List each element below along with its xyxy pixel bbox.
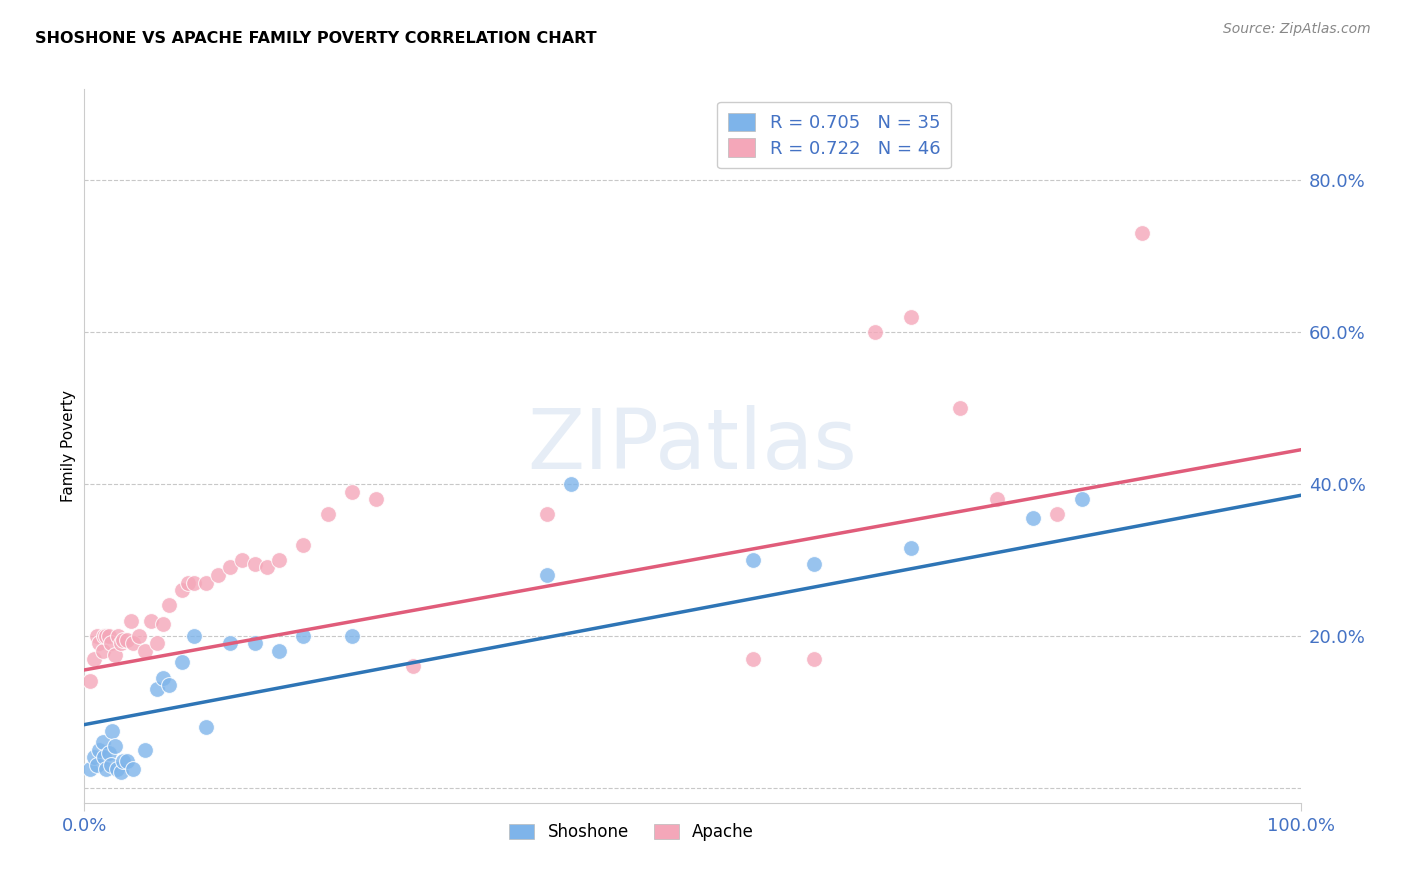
Point xyxy=(863,325,886,339)
Point xyxy=(292,629,315,643)
Point xyxy=(194,720,218,734)
Point xyxy=(146,636,169,650)
Point xyxy=(97,747,120,761)
Legend: Shoshone, Apache: Shoshone, Apache xyxy=(502,817,761,848)
Point xyxy=(159,678,181,692)
Point xyxy=(122,636,145,650)
Point xyxy=(219,560,242,574)
Point xyxy=(900,310,922,324)
Point xyxy=(96,629,118,643)
Point xyxy=(267,553,290,567)
Point xyxy=(340,629,363,643)
Point xyxy=(159,599,181,613)
Point xyxy=(183,629,205,643)
Point xyxy=(107,629,129,643)
Point xyxy=(146,681,169,696)
Point xyxy=(128,629,150,643)
Point xyxy=(96,762,118,776)
Point xyxy=(207,568,229,582)
Point xyxy=(366,492,388,507)
Point xyxy=(536,568,558,582)
Point xyxy=(243,557,266,571)
Point xyxy=(104,648,127,662)
Point xyxy=(93,629,115,643)
Point xyxy=(134,742,156,756)
Text: Source: ZipAtlas.com: Source: ZipAtlas.com xyxy=(1223,22,1371,37)
Point xyxy=(292,538,315,552)
Point xyxy=(170,656,193,670)
Point xyxy=(141,614,163,628)
Point xyxy=(742,553,765,567)
Point xyxy=(79,762,101,776)
Y-axis label: Family Poverty: Family Poverty xyxy=(60,390,76,502)
Point xyxy=(115,632,138,647)
Point xyxy=(1132,227,1154,241)
Point xyxy=(256,560,278,574)
Point xyxy=(949,401,972,415)
Point xyxy=(152,617,174,632)
Text: SHOSHONE VS APACHE FAMILY POVERTY CORRELATION CHART: SHOSHONE VS APACHE FAMILY POVERTY CORREL… xyxy=(35,31,596,46)
Point xyxy=(101,723,124,738)
Point xyxy=(83,651,105,665)
Point xyxy=(112,632,135,647)
Point xyxy=(134,644,156,658)
Point xyxy=(536,508,558,522)
Point xyxy=(86,757,108,772)
Point xyxy=(1046,508,1069,522)
Point xyxy=(742,651,765,665)
Point xyxy=(243,636,266,650)
Point xyxy=(93,750,115,764)
Point xyxy=(316,508,339,522)
Point xyxy=(100,757,122,772)
Point xyxy=(100,636,122,650)
Point xyxy=(340,484,363,499)
Text: ZIPatlas: ZIPatlas xyxy=(527,406,858,486)
Point xyxy=(900,541,922,556)
Point xyxy=(1070,492,1092,507)
Point xyxy=(87,636,110,650)
Point xyxy=(183,575,205,590)
Point xyxy=(110,765,132,780)
Point xyxy=(87,742,110,756)
Point xyxy=(986,492,1008,507)
Point xyxy=(177,575,200,590)
Point xyxy=(104,739,127,753)
Point xyxy=(97,629,120,643)
Point xyxy=(112,754,135,768)
Point xyxy=(803,557,825,571)
Point xyxy=(219,636,242,650)
Point xyxy=(194,575,218,590)
Point xyxy=(122,762,145,776)
Point xyxy=(1022,511,1045,525)
Point xyxy=(83,750,105,764)
Point xyxy=(120,614,142,628)
Point xyxy=(267,644,290,658)
Point xyxy=(110,636,132,650)
Point xyxy=(560,477,582,491)
Point xyxy=(231,553,253,567)
Point xyxy=(115,754,138,768)
Point xyxy=(170,583,193,598)
Point xyxy=(803,651,825,665)
Point xyxy=(402,659,425,673)
Point xyxy=(91,735,114,749)
Point xyxy=(152,671,174,685)
Point xyxy=(86,629,108,643)
Point xyxy=(91,644,114,658)
Point xyxy=(105,762,128,776)
Point xyxy=(79,674,101,689)
